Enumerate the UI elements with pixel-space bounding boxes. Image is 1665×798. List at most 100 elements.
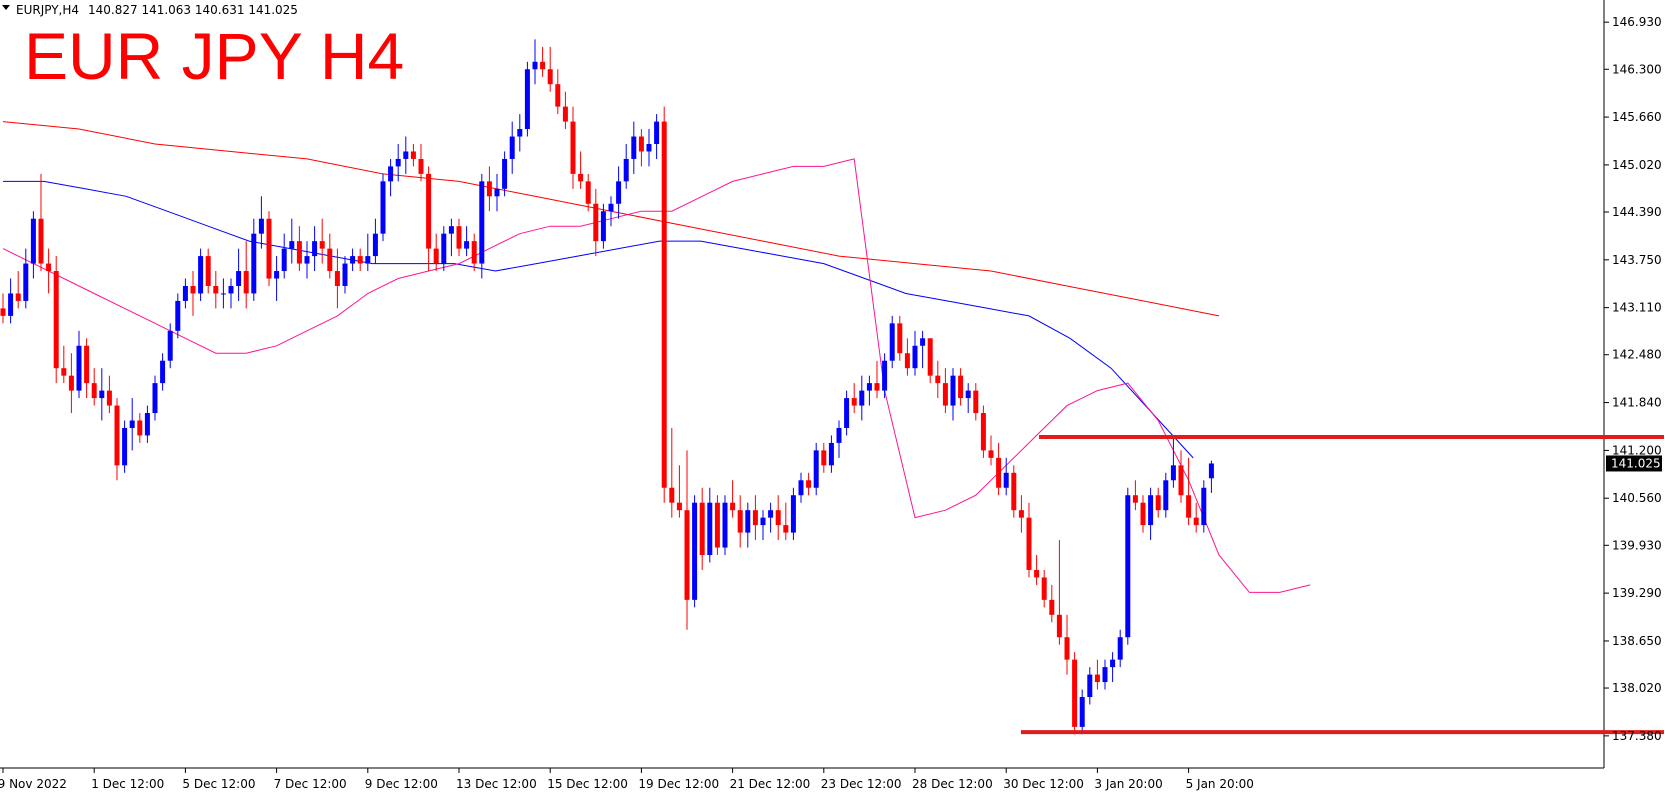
- candle-body: [8, 293, 13, 315]
- candle-body: [244, 271, 249, 293]
- candle-body: [206, 256, 211, 286]
- candle: [1, 293, 6, 323]
- candle: [685, 450, 690, 629]
- candle: [137, 413, 142, 443]
- candle-body: [1019, 510, 1024, 517]
- candle-body: [396, 159, 401, 166]
- candle-body: [517, 129, 522, 136]
- candle-body: [282, 249, 287, 271]
- candle: [662, 107, 667, 503]
- candle: [852, 383, 857, 413]
- candle-body: [457, 226, 462, 248]
- x-axis-ticks: 29 Nov 20221 Dec 12:005 Dec 12:007 Dec 1…: [0, 768, 1254, 791]
- y-tick-label: 143.110: [1612, 301, 1662, 315]
- dropdown-triangle-icon[interactable]: [2, 5, 10, 10]
- candle-body: [1118, 637, 1123, 659]
- candle-body: [472, 241, 477, 263]
- candle: [259, 196, 264, 248]
- candle: [920, 331, 925, 368]
- candle: [457, 219, 462, 256]
- candle-body: [251, 234, 256, 294]
- candle-body: [31, 219, 36, 264]
- candle-body: [593, 204, 598, 241]
- candle-body: [153, 383, 158, 413]
- candle-body: [495, 189, 500, 196]
- candle-body: [403, 151, 408, 158]
- candle-body: [837, 428, 842, 443]
- symbol-label: EURJPY,H4: [16, 3, 79, 17]
- candle-body: [814, 450, 819, 487]
- candle: [837, 420, 842, 457]
- candle: [791, 488, 796, 540]
- candle: [616, 166, 621, 218]
- candle-body: [183, 286, 188, 301]
- x-tick-label: 7 Dec 12:00: [274, 777, 347, 791]
- x-tick-label: 9 Dec 12:00: [365, 777, 438, 791]
- current-price-tag: 141.025: [1606, 455, 1662, 471]
- candle-body: [1034, 570, 1039, 577]
- candle-body: [107, 391, 112, 406]
- candle: [107, 376, 112, 413]
- candle: [533, 39, 538, 84]
- candle-body: [77, 346, 82, 391]
- x-tick-label: 5 Dec 12:00: [182, 777, 255, 791]
- y-tick-label: 138.020: [1612, 681, 1662, 695]
- candle-body: [267, 219, 272, 279]
- candle: [381, 174, 386, 241]
- candle: [882, 353, 887, 398]
- candle: [122, 420, 127, 472]
- x-tick-label: 15 Dec 12:00: [547, 777, 628, 791]
- y-tick-label: 138.650: [1612, 634, 1662, 648]
- candle-body: [122, 428, 127, 465]
- candle: [206, 249, 211, 294]
- candle-body: [609, 204, 614, 211]
- candle-body: [563, 107, 568, 122]
- candle: [1118, 630, 1123, 667]
- candle-body: [761, 518, 766, 525]
- candle: [647, 129, 652, 166]
- candle-body: [365, 256, 370, 263]
- levels: [1021, 437, 1664, 732]
- candle: [745, 503, 750, 548]
- candle-body: [677, 503, 682, 510]
- candle-body: [441, 234, 446, 264]
- candle: [897, 316, 902, 361]
- candle: [1201, 480, 1206, 532]
- candle: [609, 196, 614, 226]
- candle-body: [259, 219, 264, 234]
- candle: [973, 383, 978, 420]
- candle-body: [160, 361, 165, 383]
- candle: [472, 234, 477, 271]
- candle: [251, 219, 256, 301]
- candle: [776, 495, 781, 540]
- candle: [951, 368, 956, 420]
- candle: [419, 144, 424, 181]
- candle-body: [1186, 495, 1191, 517]
- candle-body: [411, 151, 416, 158]
- candle-body: [434, 249, 439, 264]
- candle: [578, 151, 583, 188]
- candle: [1133, 480, 1138, 510]
- candle: [1065, 615, 1070, 675]
- candle: [115, 398, 120, 480]
- candle-body: [1095, 675, 1100, 682]
- candle: [411, 144, 416, 166]
- candle-body: [928, 338, 933, 375]
- candle-body: [844, 398, 849, 428]
- x-tick-label: 13 Dec 12:00: [456, 777, 537, 791]
- y-axis-ticks: 146.930146.300145.660145.020144.390143.7…: [1604, 15, 1662, 743]
- candle-body: [426, 174, 431, 249]
- candle-body: [343, 264, 348, 286]
- candle-body: [920, 338, 925, 345]
- candle: [996, 443, 1001, 495]
- x-tick-label: 28 Dec 12:00: [912, 777, 993, 791]
- candle-body: [510, 137, 515, 159]
- candle-body: [198, 256, 203, 293]
- candle-body: [1057, 615, 1062, 637]
- candle: [1087, 667, 1092, 704]
- candle-body: [54, 271, 59, 368]
- candle: [1171, 435, 1176, 487]
- candle-body: [1179, 465, 1184, 495]
- candle-body: [776, 510, 781, 525]
